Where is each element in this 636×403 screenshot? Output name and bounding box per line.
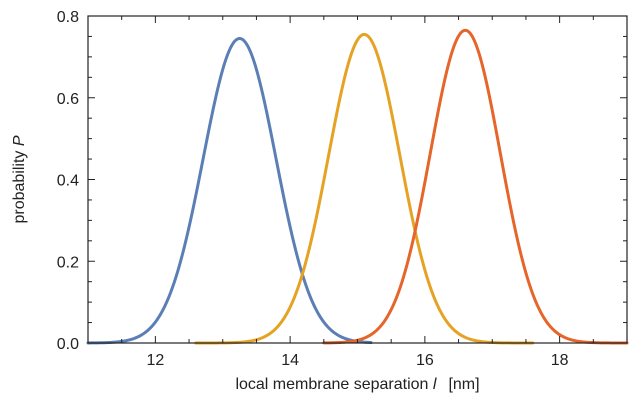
curves-group [86, 28, 629, 345]
y-tick-label: 0.6 [57, 91, 79, 108]
series-line-2 [194, 32, 535, 345]
y-axis-label: probability P [11, 135, 28, 223]
x-axis-label-var: l [433, 376, 437, 393]
y-tick-label: 0.0 [57, 336, 79, 353]
plot-frame [87, 15, 628, 344]
series-line-3 [322, 28, 629, 345]
ticks-group [88, 16, 627, 343]
x-tick-label: 16 [416, 352, 434, 369]
y-axis-label-text: probability [11, 146, 28, 223]
y-axis-label-var: P [11, 135, 28, 146]
x-tick-label: 18 [551, 352, 569, 369]
x-axis-label-unit: [nm] [448, 376, 479, 393]
x-tick-label: 12 [146, 352, 164, 369]
x-axis-label: local membrane separation l [nm] [235, 376, 479, 393]
x-tick-label: 14 [281, 352, 299, 369]
x-axis-label-text: local membrane separation [235, 376, 432, 393]
series-line-1 [86, 37, 373, 345]
y-tick-label: 0.8 [57, 9, 79, 26]
y-tick-label: 0.4 [57, 173, 79, 190]
y-tick-label: 0.2 [57, 254, 79, 271]
tick-labels-group: 12 14 16 18 0.0 0.2 0.4 0.6 0.8 [57, 9, 569, 369]
